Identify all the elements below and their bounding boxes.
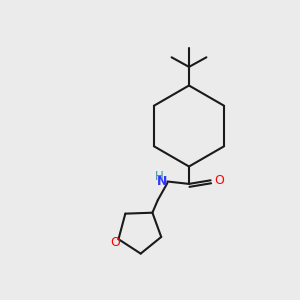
Text: H: H xyxy=(154,169,164,183)
Text: O: O xyxy=(110,236,120,249)
Text: N: N xyxy=(156,175,167,188)
Text: O: O xyxy=(214,174,224,187)
